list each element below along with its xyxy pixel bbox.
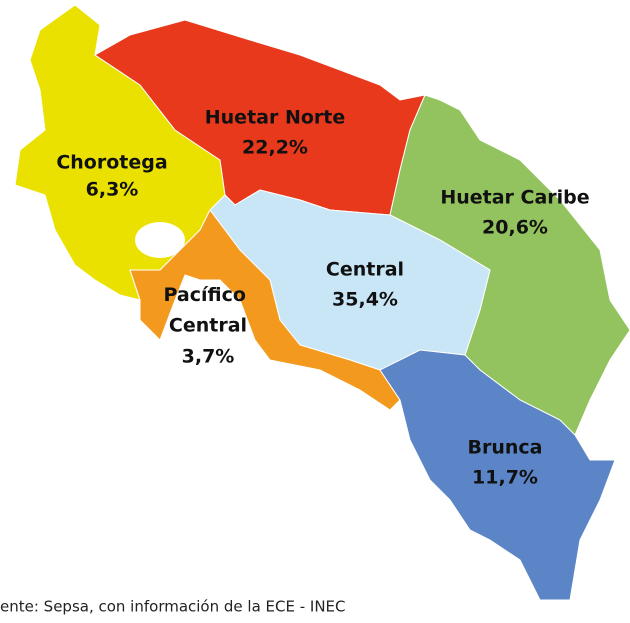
region-share: 35,4% (332, 289, 398, 311)
region-name: Pacífico Central (163, 284, 252, 336)
region-share: 11,7% (472, 467, 538, 489)
region-name: Huetar Caribe (440, 187, 589, 209)
region-brunca (379, 349, 616, 601)
source-note: ente: Sepsa, con información de la ECE -… (0, 598, 346, 616)
gulf (135, 222, 185, 258)
region-name: Brunca (468, 437, 543, 459)
region-share: 22,2% (242, 137, 308, 159)
region-share: 3,7% (182, 346, 235, 368)
region-name: Chorotega (56, 152, 167, 174)
region-share: 20,6% (482, 217, 548, 239)
region-name-line: Central (169, 314, 247, 336)
region-name: Huetar Norte (205, 107, 346, 129)
region-name-line: Pacífico (163, 284, 252, 306)
region-share: 6,3% (86, 179, 139, 201)
region-name: Central (326, 259, 404, 281)
region-pacifico-central (129, 209, 401, 411)
